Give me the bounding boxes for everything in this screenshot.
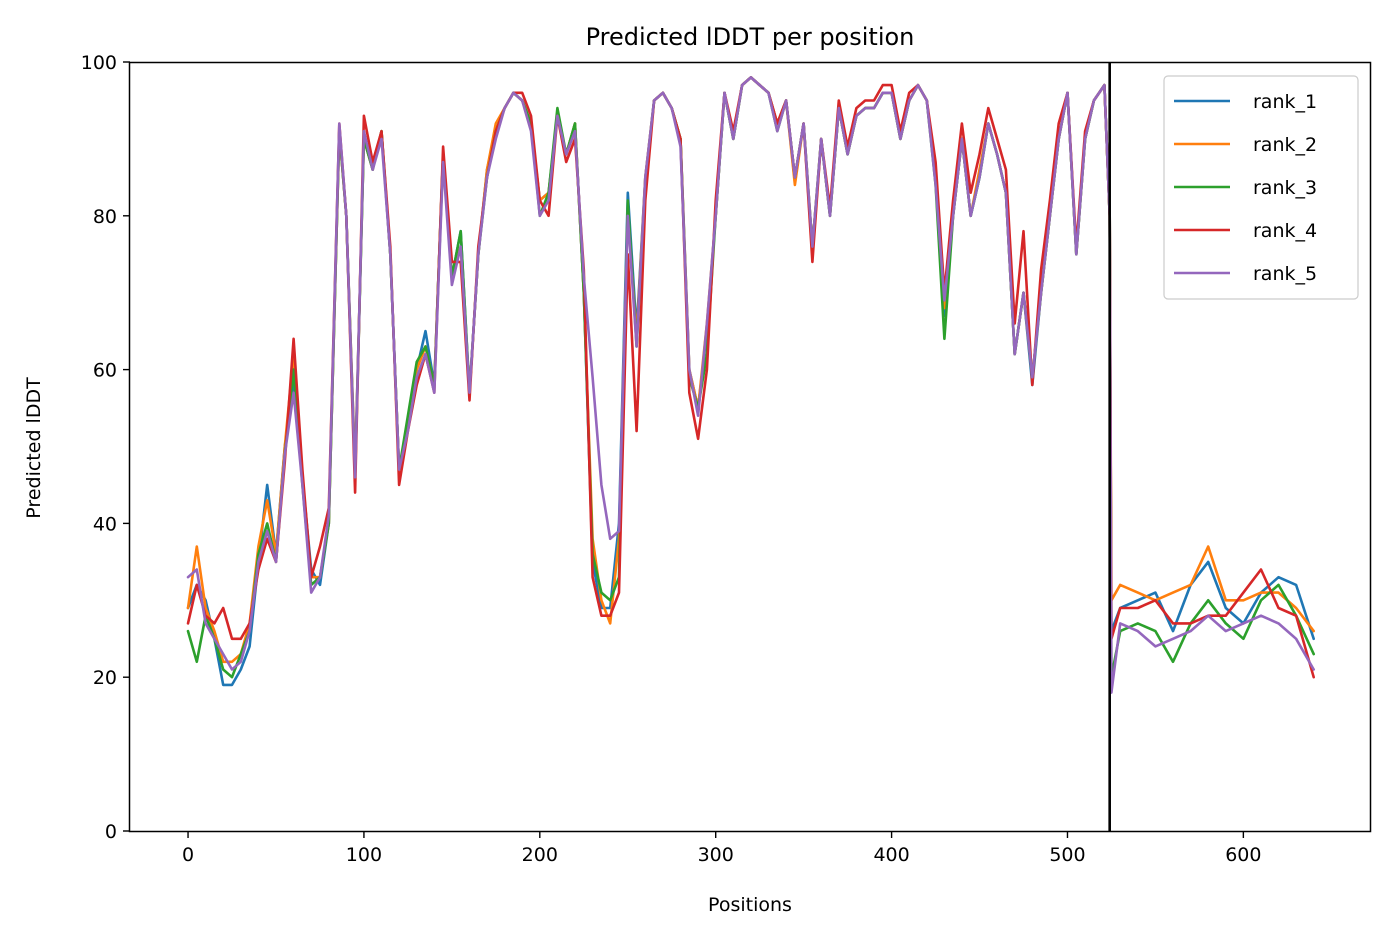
y-tick-label: 60 — [93, 360, 117, 382]
y-tick-label: 40 — [93, 513, 117, 535]
y-tick-label: 80 — [93, 206, 117, 228]
legend-label-rank_5: rank_5 — [1253, 263, 1317, 285]
y-axis-ticks: 0 20 40 60 80 100 — [81, 52, 130, 843]
y-tick-label: 0 — [105, 821, 117, 843]
x-tick-label: 300 — [698, 844, 734, 866]
x-tick-label: 200 — [522, 844, 558, 866]
x-axis-ticks: 0 100 200 300 400 500 600 — [182, 831, 1261, 866]
legend-label-rank_1: rank_1 — [1253, 91, 1317, 113]
x-tick-label: 600 — [1225, 844, 1261, 866]
x-axis-label: Positions — [708, 894, 792, 916]
x-tick-label: 500 — [1049, 844, 1085, 866]
x-tick-label: 0 — [182, 844, 194, 866]
y-tick-label: 100 — [81, 52, 117, 74]
plot-frame — [128, 61, 1372, 833]
x-tick-label: 400 — [873, 844, 909, 866]
legend: rank_1 rank_2 rank_3 rank_4 rank_5 — [1163, 75, 1359, 300]
series-line-rank_5 — [186, 76, 1315, 694]
legend-label-rank_4: rank_4 — [1253, 220, 1317, 242]
y-axis-label: Predicted lDDT — [23, 377, 45, 519]
y-tick-label: 20 — [93, 667, 117, 689]
chart-title: Predicted lDDT per position — [586, 23, 915, 51]
plot-lines — [186, 76, 1315, 694]
legend-box — [1163, 75, 1359, 300]
legend-label-rank_2: rank_2 — [1253, 134, 1317, 156]
legend-label-rank_3: rank_3 — [1253, 177, 1317, 199]
x-tick-label: 100 — [346, 844, 382, 866]
